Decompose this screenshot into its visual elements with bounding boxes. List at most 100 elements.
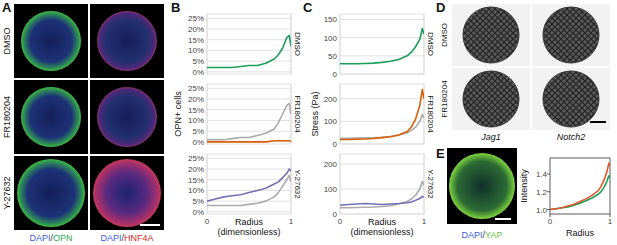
grid-line [207, 131, 291, 132]
channel-name: OPN [53, 233, 73, 243]
brightfield [452, 68, 530, 130]
panel-letter: D [436, 0, 445, 15]
plot-frame [207, 84, 291, 144]
tick-label: 1.4 [536, 170, 548, 179]
grid-line [340, 144, 424, 145]
tick-label: 5% [192, 197, 204, 206]
row-label: DMSO [2, 28, 12, 55]
grid-line [340, 19, 424, 20]
grid-line [207, 169, 291, 170]
grid-line [340, 74, 424, 75]
facet-label: FR180204 [426, 95, 435, 133]
series-line [340, 29, 424, 64]
brightfield [532, 68, 610, 130]
organoid [463, 71, 519, 127]
column-label: Jag1 [480, 132, 501, 142]
tick-label: 15% [188, 106, 204, 115]
axis-label: (dimensionless) [217, 227, 280, 237]
series-line [207, 175, 291, 205]
chart: 0%5%10%15%20%25%DMSO [188, 14, 302, 77]
tick-label: 5% [192, 127, 204, 136]
scale-bar [495, 218, 511, 220]
tick-label: 100 [324, 185, 338, 194]
series-group [340, 182, 424, 208]
grid-line [207, 29, 291, 30]
organoid [21, 87, 81, 147]
facet-label: DMSO [426, 32, 435, 56]
scale-bar [140, 224, 160, 226]
axis-label: Intensity [519, 169, 529, 203]
plot-frame [340, 84, 424, 144]
tick-label: 20% [188, 165, 204, 174]
series-line [207, 141, 291, 142]
tick-label: 0% [192, 138, 204, 147]
channel-name: DAPI [29, 233, 50, 243]
grid-line [207, 109, 291, 110]
micrograph [14, 80, 88, 154]
organoid [21, 11, 81, 71]
tick-label: 0 [333, 140, 338, 149]
micrograph [90, 156, 164, 230]
row-label: FR180204 [440, 80, 449, 118]
grid-line [207, 39, 291, 40]
channel-name: DAPI [462, 230, 483, 240]
organoid [449, 153, 515, 219]
grid-line [207, 50, 291, 51]
series-group [207, 103, 291, 142]
channel-name: DAPI [100, 233, 121, 243]
facet-label: Y-27632 [426, 169, 435, 199]
axis-label: Radius [368, 217, 397, 227]
organoid [463, 7, 519, 63]
series-line [340, 90, 424, 140]
tick-label: 1.2 [536, 188, 548, 197]
tick-label: 200 [324, 95, 338, 104]
tick-label: 20% [188, 95, 204, 104]
tick-label: 0% [192, 208, 204, 217]
axis-label: Radius [235, 217, 264, 227]
grid-line [340, 98, 424, 99]
grid-line [207, 211, 291, 212]
grid-line [207, 14, 208, 74]
chart: 0%5%10%15%20%25%01Y-27632Radius(dimensio… [188, 154, 302, 237]
tick-label: 15% [188, 176, 204, 185]
series-group [207, 169, 291, 205]
row-label: FR180204 [2, 96, 12, 138]
axis-label: OPN+ cells [173, 91, 183, 137]
scale-bar [590, 121, 606, 123]
axis-label: (dimensionless) [350, 227, 413, 237]
tick-label: 5% [192, 57, 204, 66]
organoid [97, 87, 157, 147]
tick-label: 0 [548, 217, 553, 226]
grid-line [207, 201, 291, 202]
tick-label: 100 [324, 34, 338, 43]
grid-line [207, 88, 291, 89]
organoid [543, 7, 599, 63]
tick [547, 191, 550, 192]
tick-label: 1 [289, 217, 294, 226]
grid-line [340, 164, 424, 165]
chart: 010020001Y-27632Radius(dimensionless) [324, 154, 435, 237]
chart: 050100150DMSO [324, 14, 435, 79]
tick-label: 150 [324, 15, 338, 24]
tick-label: 25% [188, 154, 204, 163]
grid-line [291, 154, 292, 214]
micrograph [90, 80, 164, 154]
series-line [340, 197, 424, 206]
brightfield [452, 4, 530, 66]
grid-line [207, 18, 291, 19]
channel-name: HNF4A [124, 233, 154, 243]
tick-label: 1 [608, 217, 613, 226]
plot-frame [340, 154, 424, 214]
series-line [550, 163, 610, 209]
panel-letter: B [171, 0, 180, 15]
tick [547, 174, 550, 175]
micrograph [90, 4, 164, 78]
tick-label: 10% [188, 46, 204, 55]
panel-letter: E [436, 146, 445, 161]
tick-label: 10% [188, 116, 204, 125]
grid-line [207, 190, 291, 191]
row-label: DMSO [440, 23, 449, 47]
tick-label: 1.0 [536, 206, 548, 215]
panel-letter: C [303, 0, 313, 15]
axis-label: Radius [566, 228, 595, 238]
